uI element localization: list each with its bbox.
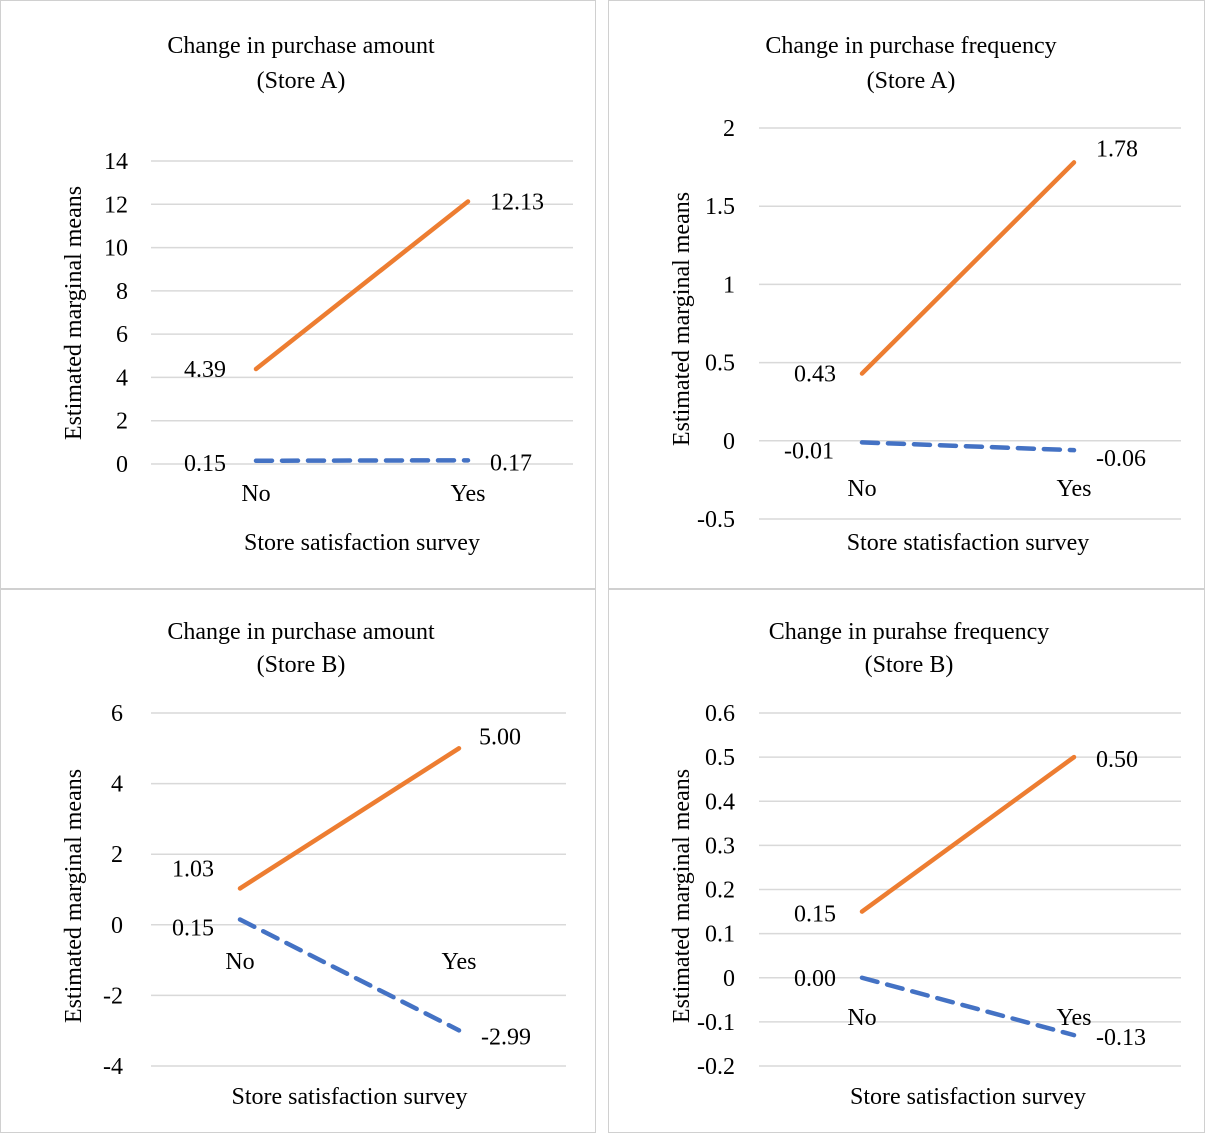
x-axis-title: Store statisfaction survey (847, 530, 1090, 556)
chart-panel-store-b-amount: -4 -2 0 2 4 6 Change in purchase amount (Store … (0, 589, 596, 1133)
x-axis-title: Store satisfaction survey (232, 1084, 468, 1110)
y-tick-label: 0 (723, 429, 735, 455)
series-line-0 (253, 199, 471, 372)
series-line-0 (859, 160, 1077, 376)
data-label: 12.13 (490, 189, 544, 215)
y-tick-label: 4 (111, 772, 123, 798)
data-label: 5.00 (479, 724, 521, 750)
series-line-1 (859, 440, 1077, 453)
y-tick-label: 1 (723, 272, 735, 298)
y-tick-label: 0.4 (705, 789, 735, 815)
data-label: 0.15 (184, 451, 226, 477)
data-label: 1.78 (1096, 136, 1138, 162)
y-tick-label: -2 (103, 983, 123, 1009)
y-axis-title: Estimated marginal means (669, 192, 695, 446)
x-tick-label: Yes (1057, 1005, 1092, 1031)
chart-title: Change in purahse frequency (769, 619, 1050, 645)
y-tick-label: 10 (104, 236, 128, 262)
y-axis-title: Estimated marginal means (61, 769, 87, 1023)
data-label: -0.01 (784, 438, 834, 464)
y-tick-label: 0 (723, 966, 735, 992)
chart-svg: 0 2 4 6 8 10 12 14 Change in purchase amount (Sto… (61, 33, 573, 556)
y-axis-title: Estimated marginal means (61, 186, 87, 440)
y-tick-label: 0.6 (705, 701, 735, 727)
chart-title: Change in purchase amount (167, 619, 435, 645)
data-label: 0.50 (1096, 747, 1138, 773)
x-tick-label: Yes (451, 481, 486, 507)
x-axis-title: Store satisfaction survey (850, 1084, 1086, 1110)
y-tick-label: 0.5 (705, 351, 735, 377)
y-tick-label: 4 (116, 365, 128, 391)
chart-title: Change in purchase frequency (765, 33, 1056, 59)
data-label: 4.39 (184, 357, 226, 383)
chart-panel-store-b-frequency: -0.2 -0.1 0 0.1 0.2 0.3 0.4 0.5 0.6 Change in pur… (608, 589, 1205, 1133)
series-line-1 (859, 975, 1077, 1038)
x-tick-label: No (225, 949, 254, 975)
data-label: 0.15 (172, 916, 214, 942)
series-line-0 (237, 746, 462, 891)
chart-panel-store-a-frequency: -0.5 0 0.5 1 1.5 2 Change in purchase frequenc… (608, 0, 1205, 589)
y-tick-label: 14 (104, 149, 128, 175)
y-tick-label: 6 (111, 701, 123, 727)
y-tick-label: -0.2 (697, 1054, 735, 1080)
data-label: 0.43 (794, 362, 836, 388)
chart-subtitle: (Store A) (867, 68, 956, 94)
x-tick-label: No (847, 1005, 876, 1031)
data-label: 0.15 (794, 902, 836, 928)
chart-panel-store-a-amount: 0 2 4 6 8 10 12 14 Change in purchase amount (Sto… (0, 0, 596, 589)
y-tick-label: 2 (723, 116, 735, 142)
series-line-0 (859, 754, 1077, 914)
x-tick-label: Yes (1057, 476, 1092, 502)
x-tick-label: Yes (442, 949, 477, 975)
y-tick-label: -0.5 (697, 507, 735, 533)
y-tick-label: -0.1 (697, 1010, 735, 1036)
y-tick-label: 2 (116, 409, 128, 435)
chart-subtitle: (Store A) (257, 68, 346, 94)
y-tick-label: 0 (116, 452, 128, 478)
chart-subtitle: (Store B) (865, 652, 954, 678)
data-label: 0.17 (490, 450, 532, 476)
y-tick-label: 2 (111, 842, 123, 868)
y-tick-label: 8 (116, 279, 128, 305)
y-tick-label: 0.5 (705, 745, 735, 771)
chart-svg: -0.2 -0.1 0 0.1 0.2 0.3 0.4 0.5 0.6 Change in pur… (669, 619, 1181, 1110)
chart-title: Change in purchase amount (167, 33, 435, 59)
y-tick-label: 0.2 (705, 878, 735, 904)
y-tick-label: 12 (104, 192, 128, 218)
data-label: -0.06 (1096, 446, 1146, 472)
x-axis-title: Store satisfaction survey (244, 530, 480, 556)
data-label: -2.99 (481, 1024, 531, 1050)
data-label: 1.03 (172, 856, 214, 882)
chart-svg: -0.5 0 0.5 1 1.5 2 Change in purchase frequenc… (669, 33, 1181, 556)
y-tick-label: 6 (116, 322, 128, 348)
chart-svg: -4 -2 0 2 4 6 Change in purchase amount (Store … (61, 619, 566, 1110)
y-tick-label: 1.5 (705, 194, 735, 220)
x-tick-label: No (241, 481, 270, 507)
y-tick-label: 0.1 (705, 922, 735, 948)
y-tick-label: -4 (103, 1054, 123, 1080)
series-line-1 (237, 917, 462, 1033)
y-tick-label: 0.3 (705, 833, 735, 859)
data-label: -0.13 (1096, 1025, 1146, 1051)
y-axis-title: Estimated marginal means (669, 769, 695, 1023)
x-tick-label: No (847, 476, 876, 502)
y-tick-label: 0 (111, 913, 123, 939)
chart-subtitle: (Store B) (257, 652, 346, 678)
data-label: 0.00 (794, 966, 836, 992)
